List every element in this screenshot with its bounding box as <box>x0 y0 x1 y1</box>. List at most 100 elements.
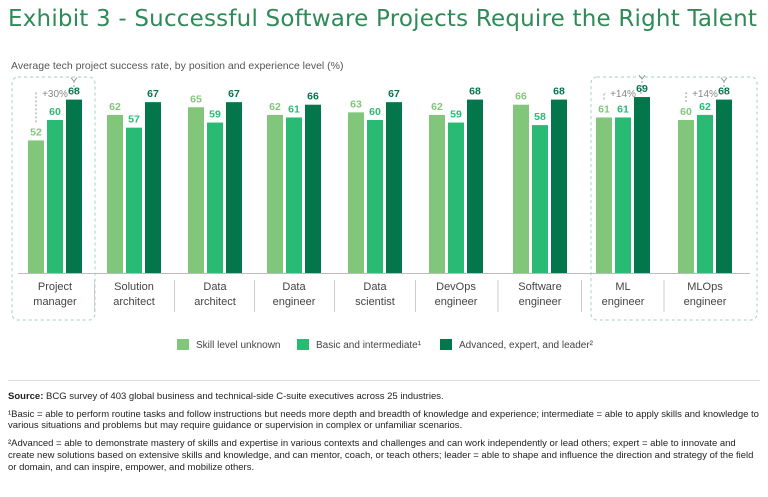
bar <box>513 104 529 273</box>
category-label: MLOps <box>687 281 723 293</box>
data-label: 60 <box>369 106 381 118</box>
footnotes: Source: BCG survey of 403 global busines… <box>8 391 760 479</box>
bar <box>386 102 402 274</box>
data-label: 68 <box>68 86 80 98</box>
category-label: Solution <box>114 281 154 293</box>
growth-annotation: +14% <box>692 89 718 100</box>
category-label: Data <box>282 281 306 293</box>
bar <box>107 114 123 274</box>
bar <box>697 114 713 274</box>
data-label: 68 <box>718 86 730 98</box>
data-label: 62 <box>109 101 121 113</box>
category-label: ML <box>615 281 630 293</box>
source-text: BCG survey of 403 global business and te… <box>46 391 444 402</box>
bar <box>532 125 548 273</box>
data-label: 67 <box>147 88 159 100</box>
bar <box>226 102 242 274</box>
data-label: 67 <box>228 88 240 100</box>
bar <box>615 117 631 273</box>
bar-chart: 52 62 65 62 63 62 66 61 60 60 57 59 61 60 59 58 61 62 68 67… <box>8 74 760 381</box>
bar <box>429 114 445 274</box>
bar <box>28 140 44 273</box>
bar <box>188 107 204 273</box>
data-label: 65 <box>190 93 202 105</box>
bar <box>207 122 223 273</box>
bar <box>678 120 694 273</box>
annotation-arrowhead <box>70 77 78 83</box>
data-label: 59 <box>209 109 221 121</box>
bar <box>348 112 364 273</box>
annotation-arrowhead <box>720 77 728 83</box>
data-label: 60 <box>680 106 692 118</box>
annotation-arrowhead <box>638 74 646 80</box>
bar <box>596 117 612 273</box>
bar <box>634 97 650 273</box>
data-label: 52 <box>30 126 42 138</box>
bar <box>66 99 82 273</box>
bar <box>305 104 321 273</box>
bar <box>367 120 383 273</box>
bar <box>467 99 483 273</box>
bar <box>267 114 283 274</box>
data-label: 58 <box>534 111 546 123</box>
growth-annotation: +14% <box>610 89 636 100</box>
data-label: 66 <box>307 91 319 103</box>
data-label: 68 <box>553 86 565 98</box>
data-label: 61 <box>288 103 300 115</box>
exhibit-title: Exhibit 3 - Successful Software Projects… <box>8 6 758 32</box>
annotation-bracket <box>722 81 725 94</box>
category-label: architect <box>113 296 155 308</box>
category-label: engineer <box>273 296 316 308</box>
highlight-box <box>11 76 96 321</box>
legend-label: Skill level unknown <box>196 340 281 351</box>
category-label: engineer <box>519 296 562 308</box>
legend-label: Basic and intermediate¹ <box>316 340 422 351</box>
legend-swatch <box>440 339 452 350</box>
annotation-bracket <box>603 92 606 100</box>
category-label: architect <box>194 296 236 308</box>
source-note: Source: BCG survey of 403 global busines… <box>8 391 760 403</box>
bar <box>286 117 302 273</box>
annotation-bracket <box>640 79 643 94</box>
category-label: manager <box>33 296 77 308</box>
chart-subtitle: Average tech project success rate, by po… <box>11 60 344 72</box>
source-label: Source: <box>8 391 44 402</box>
data-label: 57 <box>128 114 140 126</box>
bar <box>126 127 142 274</box>
data-label: 63 <box>350 98 362 110</box>
legend-label: Advanced, expert, and leader² <box>459 340 594 351</box>
data-label: 59 <box>450 109 462 121</box>
annotation-bracket <box>72 81 75 94</box>
category-label: Software <box>518 281 561 293</box>
bar <box>145 102 161 274</box>
bar <box>551 99 567 273</box>
data-label: 62 <box>431 101 443 113</box>
category-label: Data <box>203 281 227 293</box>
category-label: engineer <box>684 296 727 308</box>
category-label: DevOps <box>436 281 476 293</box>
annotation-bracket <box>35 92 38 123</box>
category-label: scientist <box>355 296 395 308</box>
data-label: 66 <box>515 91 527 103</box>
category-label: engineer <box>435 296 478 308</box>
legend-swatch <box>177 339 189 350</box>
category-label: engineer <box>602 296 645 308</box>
data-label: 62 <box>269 101 281 113</box>
category-label: Data <box>363 281 387 293</box>
annotation-bracket <box>685 92 688 102</box>
data-label: 60 <box>49 106 61 118</box>
highlight-box <box>590 76 758 321</box>
footnote-1: ¹Basic = able to perform routine tasks a… <box>8 408 759 432</box>
data-label: 68 <box>469 86 481 98</box>
data-label: 61 <box>617 103 629 115</box>
bar <box>47 120 63 273</box>
data-label: 67 <box>388 88 400 100</box>
data-label: 61 <box>598 103 610 115</box>
footnote-2: ²Advanced = able to demonstrate mastery … <box>8 438 754 473</box>
legend-swatch <box>297 339 309 350</box>
growth-annotation: +30% <box>42 89 68 100</box>
category-label: Project <box>38 281 72 293</box>
bar <box>716 99 732 273</box>
bar <box>448 122 464 273</box>
data-label: 62 <box>699 101 711 113</box>
